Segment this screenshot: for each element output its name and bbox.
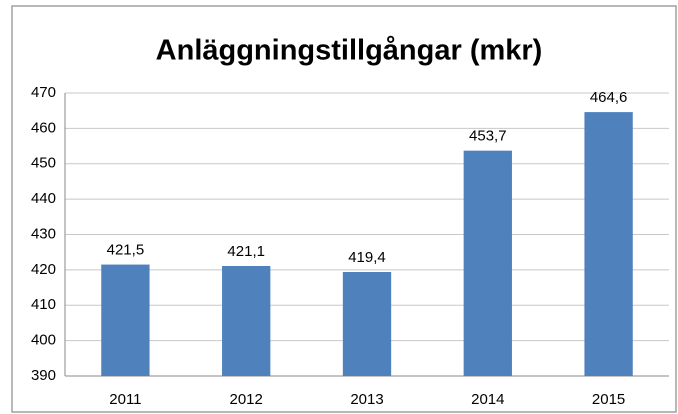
x-tick-label: 2014 — [471, 391, 504, 408]
x-tick-label: 2011 — [109, 391, 141, 408]
x-tick-label: 2015 — [592, 391, 625, 408]
y-tick-label: 430 — [31, 225, 56, 242]
bar — [463, 150, 512, 376]
data-label: 464,6 — [590, 89, 628, 106]
chart-title: Anläggningstillgångar (mkr) — [156, 35, 543, 67]
y-tick-label: 470 — [31, 84, 56, 101]
data-label: 419,4 — [348, 249, 386, 266]
y-tick-label: 410 — [31, 296, 56, 313]
y-tick-label: 450 — [31, 155, 56, 172]
y-tick-label: 390 — [31, 367, 56, 384]
y-tick-label: 400 — [31, 332, 56, 349]
bar — [342, 271, 392, 376]
data-label: 421,1 — [227, 243, 265, 260]
y-tick-label: 440 — [31, 190, 56, 207]
bar — [101, 264, 150, 376]
x-tick-label: 2013 — [350, 391, 383, 408]
bar — [222, 265, 271, 376]
data-label: 421,5 — [107, 242, 145, 259]
bar — [584, 112, 633, 376]
y-tick-label: 460 — [31, 119, 56, 136]
x-tick-label: 2012 — [230, 391, 263, 408]
data-label: 453,7 — [469, 128, 507, 145]
y-tick-label: 420 — [31, 261, 56, 278]
